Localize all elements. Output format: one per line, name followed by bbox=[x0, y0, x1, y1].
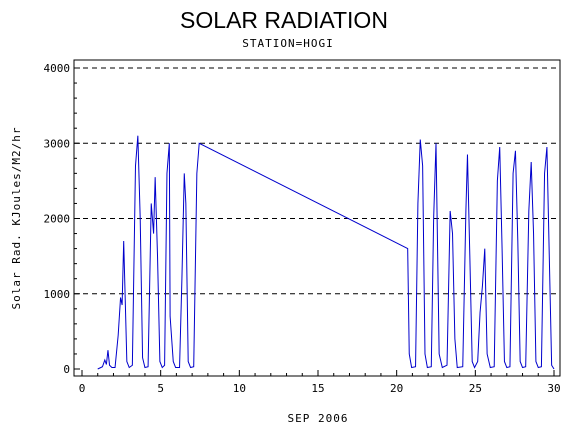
y-tick-label: 0 bbox=[63, 363, 70, 376]
chart-title: SOLAR RADIATION bbox=[180, 7, 388, 33]
y-axis-label: Solar Rad. KJoules/M2/hr bbox=[10, 127, 23, 310]
x-tick-label: 5 bbox=[157, 382, 164, 395]
x-tick-label: 30 bbox=[547, 382, 560, 395]
x-axis: 0 5 10 15 20 25 30 bbox=[79, 370, 561, 395]
x-tick-label: 0 bbox=[79, 382, 86, 395]
y-axis: 0 1000 2000 3000 4000 bbox=[44, 62, 80, 376]
y-tick-label: 1000 bbox=[44, 288, 71, 301]
y-tick-label: 4000 bbox=[44, 62, 71, 75]
x-axis-label: SEP 2006 bbox=[288, 412, 349, 425]
series-line bbox=[97, 135, 555, 370]
y-tick-label: 2000 bbox=[44, 213, 71, 226]
x-tick-label: 25 bbox=[469, 382, 482, 395]
x-tick-label: 20 bbox=[390, 382, 403, 395]
x-tick-label: 15 bbox=[311, 382, 324, 395]
x-tick-label: 10 bbox=[233, 382, 246, 395]
y-tick-label: 3000 bbox=[44, 137, 71, 150]
grid-lines bbox=[74, 67, 560, 295]
chart-subtitle: STATION=HOGI bbox=[242, 37, 333, 50]
